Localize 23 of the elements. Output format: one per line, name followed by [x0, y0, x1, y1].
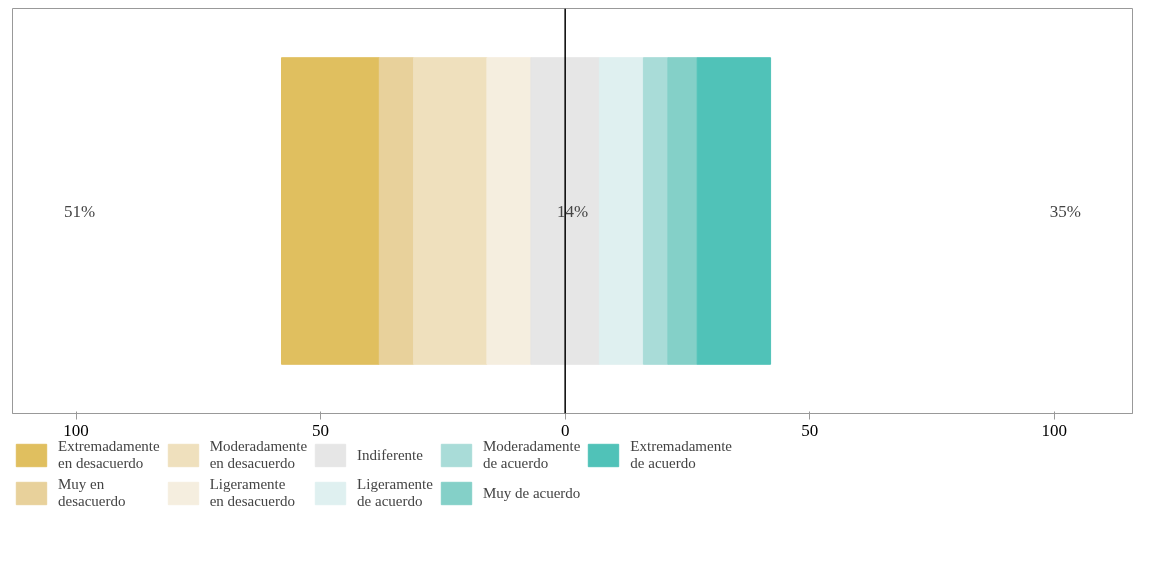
annotation: 51%	[64, 201, 96, 221]
bar	[696, 57, 772, 365]
x-tick-label: 50	[312, 420, 330, 440]
bar	[642, 57, 669, 365]
legend-label: Ligeramente de acuerdo	[357, 476, 433, 510]
x-tick-label: 100	[1041, 420, 1067, 440]
legend-label: Extremadamente en desacuerdo	[58, 438, 160, 472]
legend-label: Extremadamente de acuerdo	[630, 438, 732, 472]
legend-label: Moderadamente de acuerdo	[482, 438, 581, 472]
bar	[281, 57, 380, 365]
legend-label: Muy en desacuerdo	[58, 476, 126, 510]
bar	[486, 57, 532, 365]
x-tick-label: 0	[560, 420, 570, 440]
legend-label: Indiferente	[357, 446, 423, 464]
x-tick-label: 100	[63, 420, 89, 440]
bar	[378, 57, 415, 365]
annotation: 35%	[1049, 201, 1081, 221]
bar	[413, 57, 488, 365]
legend-label: Muy de acuerdo	[482, 484, 581, 502]
bar	[667, 57, 698, 365]
x-tick-label: 50	[801, 420, 819, 440]
legend-label: Ligeramente en desacuerdo	[209, 476, 295, 510]
legend-label: Moderadamente en desacuerdo	[209, 438, 308, 472]
